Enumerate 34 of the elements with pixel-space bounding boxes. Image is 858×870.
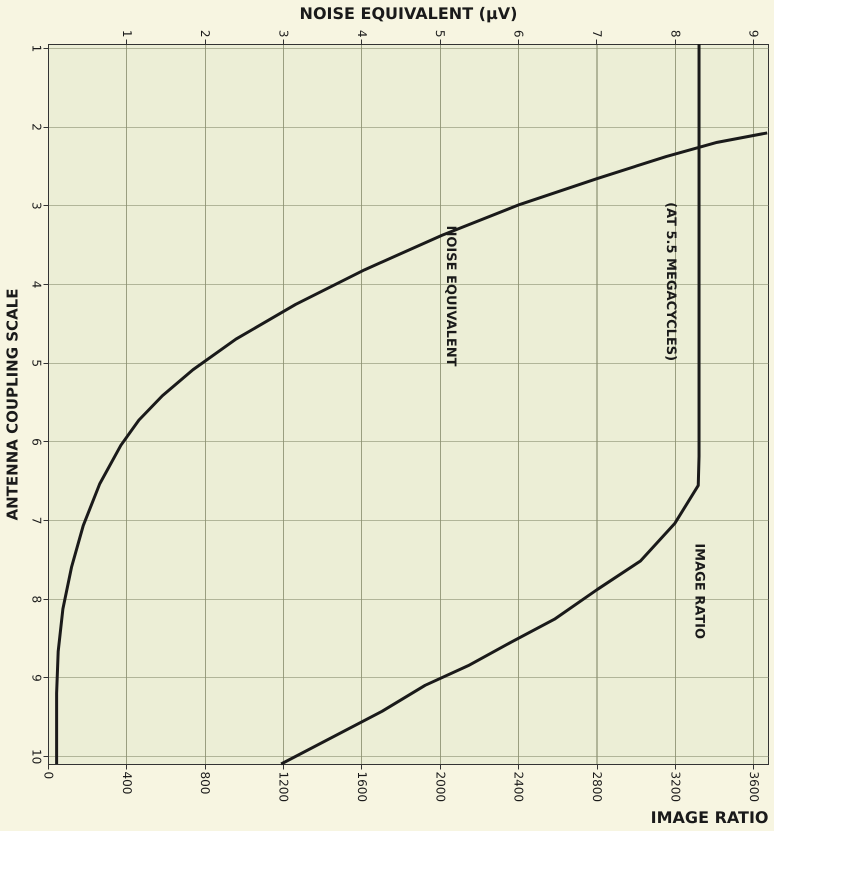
x2-tick-label: 3: [276, 30, 291, 38]
x-tick-label: 2800: [590, 772, 604, 802]
x-tick-label: 1200: [276, 772, 291, 802]
x-axis-title: IMAGE RATIO: [650, 808, 768, 828]
x2-tick-label: 1: [120, 30, 134, 38]
y-tick-label: 4: [30, 280, 44, 288]
x-tick-label: 0: [42, 772, 56, 780]
y-axis-title: ANTENNA COUPLING SCALE: [4, 288, 22, 520]
y-tick-label: 7: [30, 516, 44, 524]
y-tick-label: 1: [30, 44, 44, 52]
x2-tick-label: 9: [746, 30, 761, 38]
y-tick-label: 5: [30, 359, 44, 368]
annotation: (AT 5.5 MEGACYCLES): [662, 202, 678, 362]
x2-axis-title: NOISE EQUIVALENT (μV): [300, 4, 518, 23]
x-tick-label: 800: [198, 772, 212, 794]
y-tick-label: 9: [30, 674, 44, 682]
y-tick-label: 8: [30, 595, 44, 604]
x2-tick-label: 7: [590, 30, 604, 38]
y-tick-label: 2: [30, 123, 44, 131]
x2-tick-label: 8: [668, 30, 682, 38]
x2-tick-label: 6: [512, 30, 526, 38]
y-tick-label: 6: [30, 438, 44, 446]
x2-tick-label: 2: [198, 30, 212, 38]
x-tick-label: 3200: [668, 772, 682, 802]
x-tick-label: 400: [120, 772, 134, 794]
x2-tick-label: 5: [433, 30, 448, 38]
x-tick-label: 1600: [354, 772, 369, 802]
text: IMAGE RATIO: [692, 543, 707, 640]
x2-tick-label: 4: [354, 30, 369, 38]
x-tick-label: 2000: [433, 772, 448, 802]
x-tick-label: 3600: [746, 772, 761, 802]
y-tick-label: 10: [30, 748, 44, 764]
x-tick-label: 2400: [512, 772, 526, 802]
y-tick-label: 3: [30, 202, 44, 210]
